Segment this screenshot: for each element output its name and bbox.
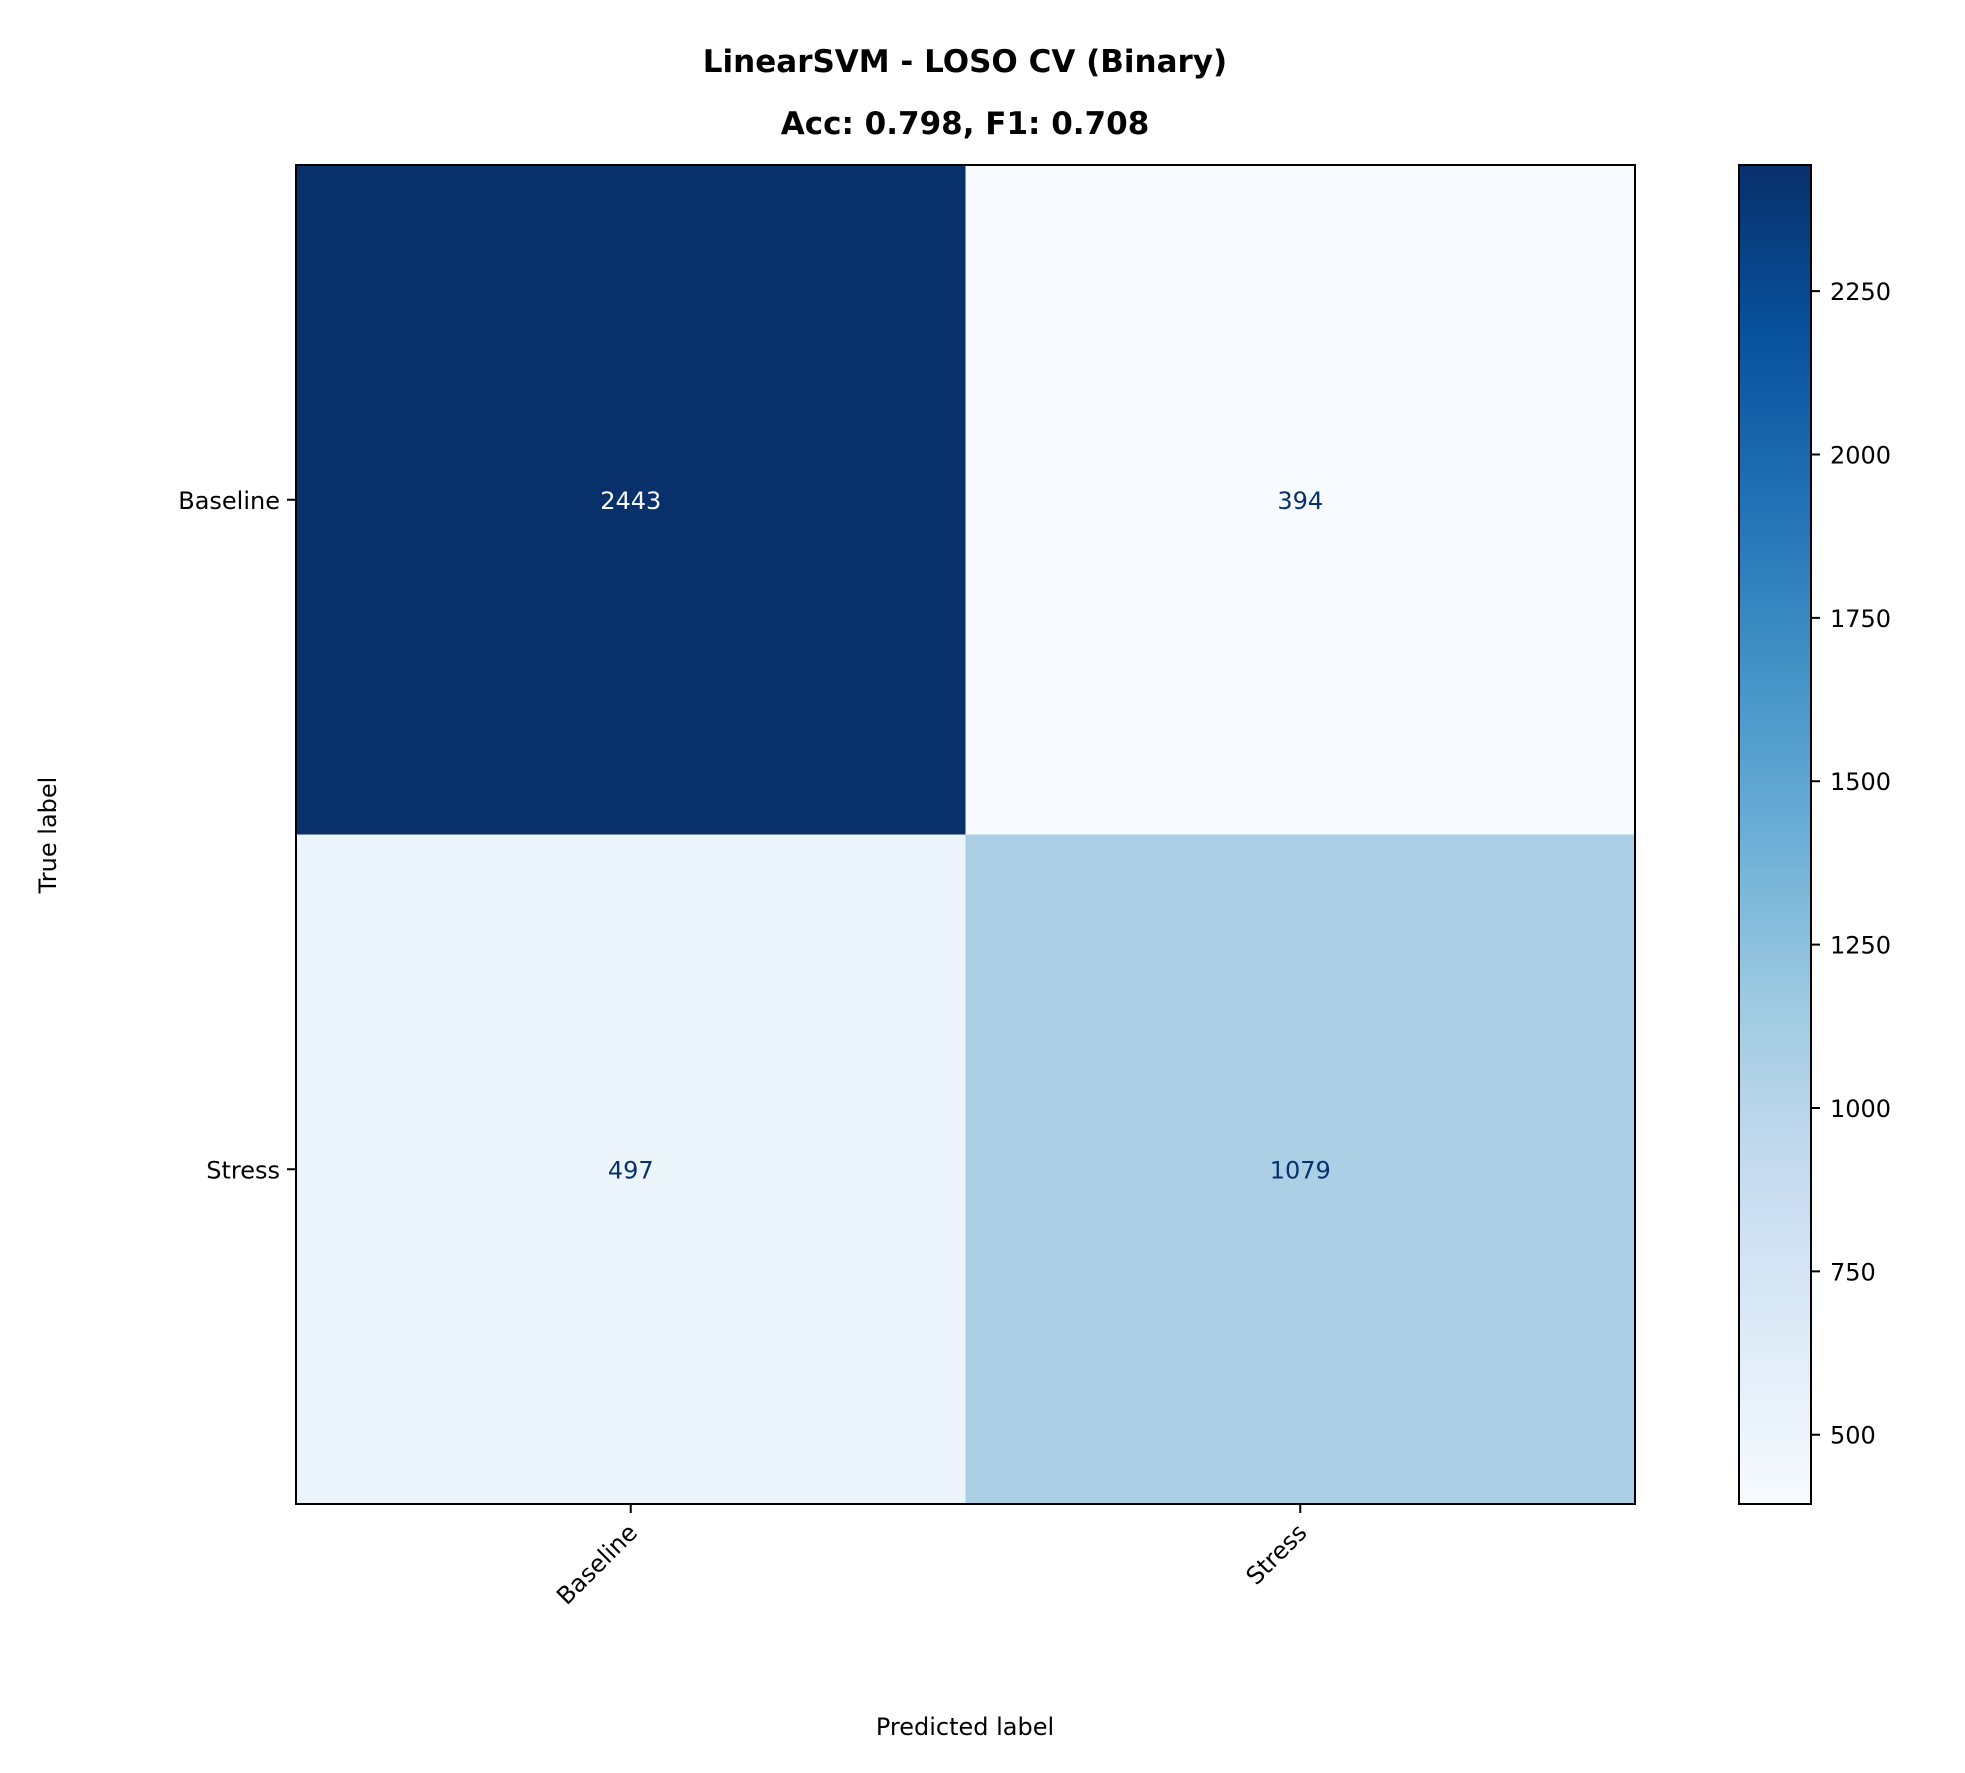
y-tick-label: Baseline: [178, 487, 280, 515]
matrix-cell: [965, 165, 1635, 835]
matrix-cell: [296, 165, 966, 835]
colorbar-tick-label: 500: [1830, 1422, 1876, 1450]
x-tick-label: Stress: [1241, 1518, 1313, 1590]
colorbar-tick-label: 2250: [1830, 278, 1891, 306]
colorbar-tick-label: 750: [1830, 1258, 1876, 1286]
x-tick-label: Baseline: [551, 1518, 643, 1610]
chart-subtitle: Acc: 0.798, F1: 0.708: [781, 106, 1150, 142]
cell-value-label: 1079: [1270, 1156, 1331, 1184]
colorbar-tick-label: 1500: [1830, 768, 1891, 796]
plot-frame: [295, 164, 1636, 1505]
colorbar-tick-label: 2000: [1830, 441, 1891, 469]
cell-value-label: 394: [1277, 487, 1323, 515]
y-tick-label: Stress: [206, 1156, 280, 1184]
matrix-cell: [296, 834, 966, 1504]
y-axis-label: True label: [34, 777, 62, 895]
colorbar-tick-label: 1750: [1830, 605, 1891, 633]
matrix-cell: [965, 834, 1635, 1504]
colorbar: [1738, 164, 1812, 1505]
cell-value-label: 2443: [600, 487, 661, 515]
x-axis-label: Predicted label: [876, 1713, 1054, 1741]
cell-value-label: 497: [608, 1156, 654, 1184]
colorbar-tick-label: 1250: [1830, 932, 1891, 960]
chart-title: LinearSVM - LOSO CV (Binary): [703, 44, 1227, 80]
colorbar-tick-label: 1000: [1830, 1095, 1891, 1123]
